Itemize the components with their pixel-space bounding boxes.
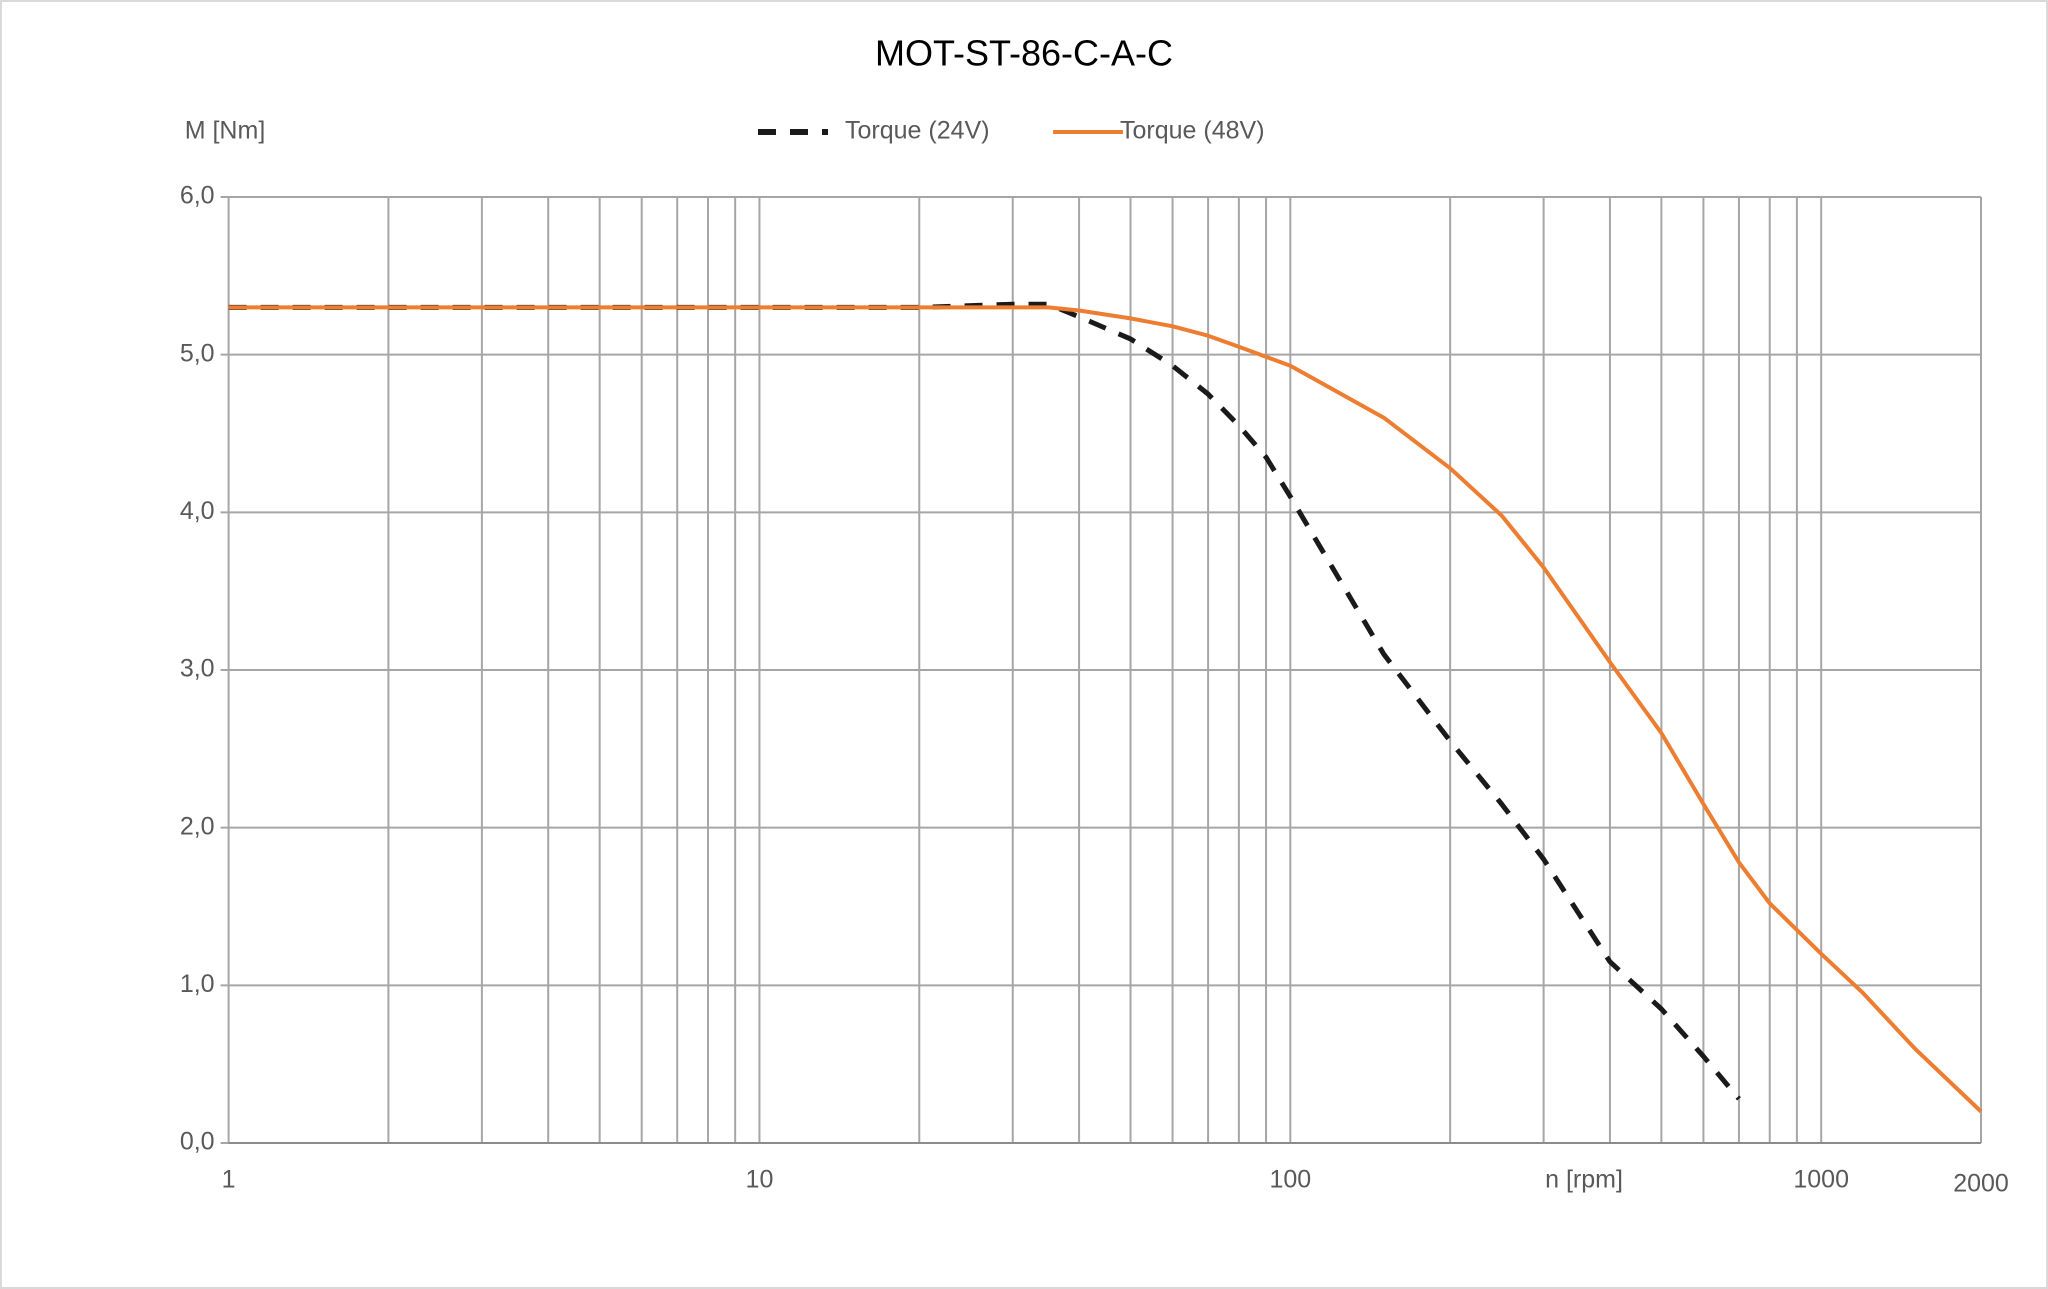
x-tick-label: 10 [746, 1166, 774, 1194]
x-tick-label: 2000 [1953, 1170, 2009, 1198]
x-tick-label: 1000 [1793, 1166, 1849, 1194]
y-tick-label: 0,0 [180, 1128, 215, 1156]
x-axis-label: n [rpm] [1545, 1166, 1623, 1194]
y-tick-label: 5,0 [180, 339, 215, 367]
x-tick-label: 100 [1269, 1166, 1311, 1194]
chart-title: MOT-ST-86-C-A-C [875, 33, 1173, 74]
y-tick-label: 4,0 [180, 497, 215, 525]
y-axis-label: M [Nm] [185, 117, 266, 145]
y-tick-label: 2,0 [180, 812, 215, 840]
line-series [228, 305, 1983, 1113]
y-tick-label: 6,0 [180, 182, 215, 210]
y-tick-label: 1,0 [180, 970, 215, 998]
legend-label: Torque (48V) [1120, 117, 1265, 145]
legend-label: Torque (24V) [845, 117, 990, 145]
x-tick-label: 1 [222, 1166, 236, 1194]
y-tick-label: 3,0 [180, 655, 215, 683]
